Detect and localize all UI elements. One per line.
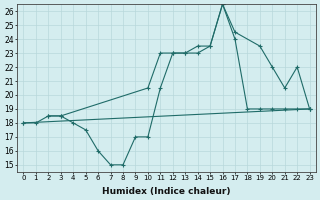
X-axis label: Humidex (Indice chaleur): Humidex (Indice chaleur)	[102, 187, 231, 196]
